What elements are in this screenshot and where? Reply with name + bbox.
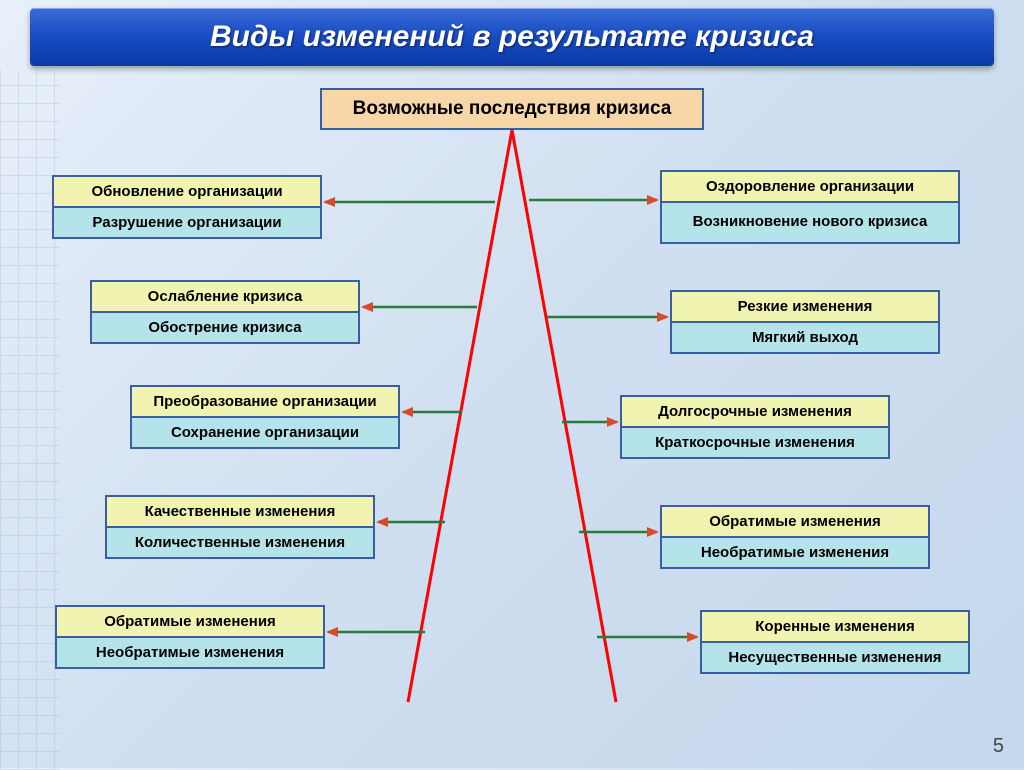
spine-lines: [408, 130, 616, 702]
left-pair-3: Качественные изменения Количественные из…: [105, 495, 375, 559]
right-pair-4: Коренные изменения Несущественные измене…: [700, 610, 970, 674]
pair-top: Ослабление кризиса: [92, 282, 358, 313]
right-pair-0: Оздоровление организации Возникновение н…: [660, 170, 960, 244]
pair-top: Резкие изменения: [672, 292, 938, 323]
pair-bot: Мягкий выход: [672, 323, 938, 352]
right-pair-3: Обратимые изменения Необратимые изменени…: [660, 505, 930, 569]
slide-title: Виды изменений в результате кризиса: [210, 20, 814, 54]
slide-number: 5: [993, 735, 1004, 758]
right-pair-2: Долгосрочные изменения Краткосрочные изм…: [620, 395, 890, 459]
left-pair-2: Преобразование организации Сохранение ор…: [130, 385, 400, 449]
left-pair-1: Ослабление кризиса Обострение кризиса: [90, 280, 360, 344]
pair-top: Обновление организации: [54, 177, 320, 208]
root-node: Возможные последствия кризиса: [320, 88, 704, 130]
pair-bot: Количественные изменения: [107, 528, 373, 557]
pair-top: Оздоровление организации: [662, 172, 958, 203]
pair-bot: Обострение кризиса: [92, 313, 358, 342]
pair-bot: Несущественные изменения: [702, 643, 968, 672]
pair-top: Обратимые изменения: [57, 607, 323, 638]
pair-top: Преобразование организации: [132, 387, 398, 418]
background-grid: [0, 70, 60, 770]
pair-top: Долгосрочные изменения: [622, 397, 888, 428]
pair-bot: Сохранение организации: [132, 418, 398, 447]
pair-bot: Необратимые изменения: [662, 538, 928, 567]
left-pair-0: Обновление организации Разрушение органи…: [52, 175, 322, 239]
left-pair-4: Обратимые изменения Необратимые изменени…: [55, 605, 325, 669]
root-label: Возможные последствия кризиса: [353, 98, 672, 120]
title-bar: Виды изменений в результате кризиса: [30, 8, 994, 66]
pair-bot: Возникновение нового кризиса: [662, 203, 958, 242]
pair-bot: Краткосрочные изменения: [622, 428, 888, 457]
pair-top: Обратимые изменения: [662, 507, 928, 538]
pair-bot: Разрушение организации: [54, 208, 320, 237]
pair-top: Коренные изменения: [702, 612, 968, 643]
pair-top: Качественные изменения: [107, 497, 373, 528]
right-pair-1: Резкие изменения Мягкий выход: [670, 290, 940, 354]
pair-bot: Необратимые изменения: [57, 638, 323, 667]
